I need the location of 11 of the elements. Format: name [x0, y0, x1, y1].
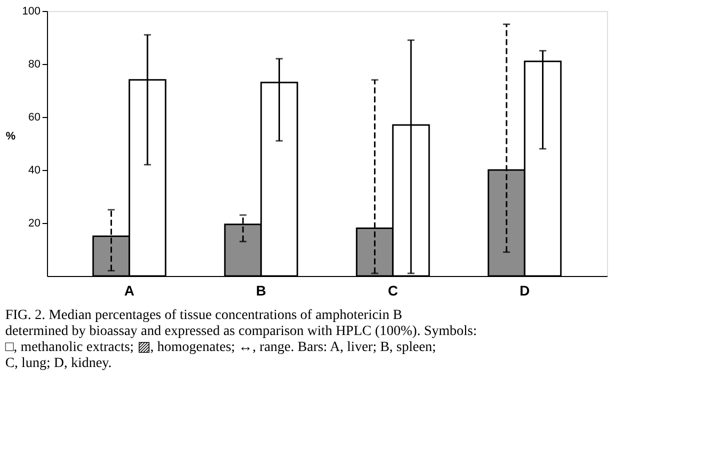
x-tick-label: A	[124, 282, 134, 298]
y-tick-label: 40	[28, 164, 40, 176]
y-axis-title: %	[6, 130, 16, 142]
y-tick-label: 20	[28, 218, 40, 230]
y-tick-label: 80	[28, 58, 40, 70]
x-tick-label: C	[388, 282, 398, 298]
x-tick-label: B	[256, 282, 266, 298]
x-tick-label: D	[520, 282, 530, 298]
y-tick-label: 60	[28, 112, 40, 124]
caption: FIG. 2. Median percentages of tissue concentrations of amphotericin B determined by bioassay and expressed as comparison with HPLC (100%). Symbols: □, methanolic extracts; ▨, homogenates; ↔, range. Bars: A, liver; B, spleen; C, lung; D, kidney.	[5, 308, 477, 371]
y-tick-label: 100	[22, 6, 40, 18]
